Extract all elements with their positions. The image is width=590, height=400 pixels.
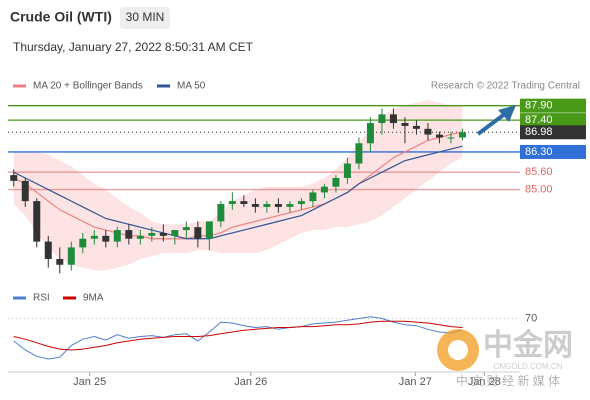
candle-body [44, 241, 52, 259]
candle-body [309, 192, 317, 202]
candle-body [343, 163, 351, 178]
candle-body [102, 235, 110, 242]
x-tick-label: Jan 28 [468, 376, 501, 388]
watermark-logo-inner [448, 340, 468, 360]
legend-label: MA 20 + Bollinger Bands [33, 81, 143, 92]
x-tick-label: Jan 26 [234, 376, 267, 388]
candle-body [378, 114, 386, 124]
candle-body [274, 204, 282, 207]
candle-body [217, 204, 225, 222]
candle-body [332, 177, 340, 187]
candle-body [401, 123, 409, 126]
candle-body [10, 175, 18, 181]
level-label: 87.40 [525, 114, 553, 126]
candle-body [447, 137, 455, 139]
candle-body [67, 247, 75, 265]
rsi-line [13, 316, 463, 360]
subtitle: Thursday, January 27, 2022 8:50:31 AM CE… [13, 40, 254, 54]
candle-body [79, 238, 87, 248]
level-label: 86.30 [525, 146, 553, 158]
candle-body [251, 204, 259, 207]
rsi-line [13, 320, 463, 351]
watermark: 中金网 CNGOLD.COM.CN 中 文 财 经 新 媒 体 [437, 328, 573, 388]
candle-body [228, 201, 236, 205]
legend-label: RSI [33, 293, 50, 304]
x-tick-label: Jan 27 [399, 376, 432, 388]
chart-title: Crude Oil (WTI) [10, 9, 112, 25]
legend-label: 9MA [83, 293, 104, 304]
level-box [520, 113, 586, 128]
bands-layer [13, 99, 463, 271]
watermark-site: CNGOLD.COM.CN [494, 362, 563, 371]
candle-body [148, 232, 156, 236]
x-tick-label: Jan 25 [73, 376, 106, 388]
candle-body [424, 128, 432, 135]
watermark-tagline: 中 文 财 经 新 媒 体 [456, 373, 560, 388]
candle-body [286, 204, 294, 207]
level-box [520, 144, 586, 159]
rsi-tick-label: 70 [525, 312, 537, 324]
level-label: 86.98 [525, 126, 553, 138]
candle-body [240, 201, 248, 205]
candle-body [435, 134, 443, 138]
candle-body [194, 227, 202, 239]
watermark-brand: 中金网 [483, 328, 573, 362]
moving-average [13, 145, 463, 240]
candle-body [205, 221, 213, 239]
interval: 30 MIN [126, 10, 165, 24]
candle-body [21, 180, 29, 202]
candle-body [182, 227, 190, 231]
candle-body [263, 204, 271, 207]
candle-body [389, 114, 397, 124]
candle-body [297, 201, 305, 205]
candle-body [366, 123, 374, 144]
candle-body [56, 258, 64, 265]
level-box [520, 98, 586, 113]
forecast-arrow [476, 111, 508, 136]
legend-label: MA 50 [177, 81, 206, 92]
candle-body [320, 186, 328, 193]
moving-average [13, 131, 463, 240]
candle-body [171, 230, 179, 236]
candle-body [159, 232, 167, 236]
level-label: 85.60 [525, 166, 553, 178]
interval-badge [120, 7, 170, 29]
candle-body [90, 235, 98, 239]
candle-body [136, 235, 144, 239]
level-label: 85.00 [525, 183, 553, 195]
candle-body [125, 230, 133, 239]
main-layer: MA 20 + Bollinger Bands MA 50 RSI 9MA 87.90 8… [8, 81, 586, 388]
level-label: 87.90 [525, 100, 553, 112]
candle-body [412, 125, 420, 129]
candle-body [113, 230, 121, 242]
source: Research © 2022 Trading Central [431, 81, 580, 92]
candle-body [458, 132, 466, 138]
level-box [520, 125, 586, 140]
candle-body [355, 143, 363, 164]
forecast-arrow-head [498, 105, 516, 122]
candle-body [33, 201, 41, 242]
bollinger-band [13, 99, 463, 271]
